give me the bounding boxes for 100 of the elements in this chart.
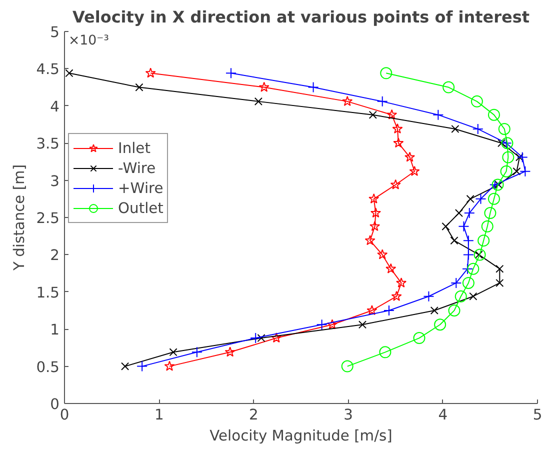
y-axis-title: Y distance [m]: [11, 164, 28, 272]
y-tick-label: 2.5: [36, 210, 60, 227]
point: [454, 290, 467, 302]
point: [404, 152, 416, 162]
y-tick-label: 4.5: [36, 61, 60, 78]
point: [467, 262, 480, 275]
point: [392, 123, 403, 134]
point: [470, 95, 483, 108]
point: [368, 110, 377, 119]
point: [520, 166, 531, 177]
point: [475, 193, 486, 204]
point: [515, 153, 524, 162]
point: [225, 68, 236, 79]
point: [430, 306, 438, 315]
point: [391, 290, 402, 301]
point: [474, 248, 486, 261]
point: [458, 220, 470, 232]
point: [169, 348, 178, 356]
point: [368, 193, 380, 204]
y-tick-label: 1: [50, 322, 60, 339]
point: [469, 292, 478, 300]
point: [358, 320, 367, 329]
point: [462, 263, 473, 274]
point: [496, 278, 504, 288]
x-tick-label: 3: [344, 406, 353, 424]
point: [191, 346, 202, 358]
point: [462, 276, 474, 289]
point: [448, 304, 460, 316]
point: [442, 222, 450, 230]
point: [451, 124, 460, 133]
point: [258, 82, 270, 92]
point: [370, 220, 380, 231]
x-axis-title: Velocity Magnitude [m/s]: [210, 428, 392, 444]
point: [271, 332, 282, 343]
point: [500, 165, 512, 178]
point: [450, 236, 458, 245]
point: [462, 235, 474, 246]
point: [478, 234, 490, 247]
point: [489, 179, 500, 190]
point: [254, 97, 262, 106]
point: [512, 167, 521, 176]
x-tick-label: 1: [154, 406, 164, 424]
point: [257, 334, 266, 342]
point: [145, 68, 156, 78]
legend-label: -Wire: [118, 160, 156, 176]
point: [342, 96, 353, 106]
point: [498, 139, 506, 148]
point: [366, 305, 378, 316]
x-tick-label: 2: [249, 406, 258, 424]
point: [121, 362, 130, 370]
y-tick-label: 4: [50, 98, 60, 116]
chart-title: Velocity in X direction at various points of interest: [72, 8, 530, 26]
x-tick-label: 4: [438, 406, 448, 424]
point: [364, 235, 376, 246]
point: [370, 208, 381, 218]
point: [484, 207, 496, 220]
point: [516, 152, 528, 163]
point: [472, 123, 484, 134]
annotation: ×10⁻³: [68, 34, 110, 48]
point: [488, 108, 500, 121]
point: [492, 178, 504, 191]
y-tick-label: 5: [50, 24, 60, 41]
point: [341, 360, 354, 372]
point: [464, 208, 475, 219]
legend-label: Outlet: [118, 200, 164, 216]
y-tick-label: 0: [50, 396, 60, 413]
point: [65, 69, 74, 78]
point: [488, 192, 500, 205]
point: [466, 194, 474, 203]
point: [454, 209, 464, 218]
point: [423, 290, 434, 302]
x-tick-label: 5: [532, 406, 542, 424]
point: [498, 122, 510, 135]
point: [434, 318, 446, 331]
point: [442, 81, 455, 94]
point: [377, 249, 388, 260]
y-tick-label: 2: [50, 247, 60, 264]
point: [396, 277, 407, 288]
point: [450, 277, 462, 288]
point: [496, 264, 504, 273]
point: [413, 332, 426, 344]
point: [135, 83, 144, 92]
point: [308, 82, 319, 93]
point: [376, 96, 388, 107]
point: [379, 346, 392, 358]
point: [164, 360, 175, 371]
point: [481, 220, 494, 232]
point: [316, 319, 328, 330]
point: [390, 179, 401, 190]
point: [326, 319, 338, 330]
point: [502, 151, 514, 164]
point: [386, 263, 396, 274]
point: [136, 360, 148, 372]
point: [386, 109, 398, 120]
y-tick-label: 3: [50, 172, 60, 190]
point: [380, 67, 392, 80]
point: [409, 166, 420, 176]
y-tick-label: 0.5: [36, 358, 60, 376]
y-tick-label: 3.5: [36, 136, 60, 153]
point: [432, 109, 444, 120]
